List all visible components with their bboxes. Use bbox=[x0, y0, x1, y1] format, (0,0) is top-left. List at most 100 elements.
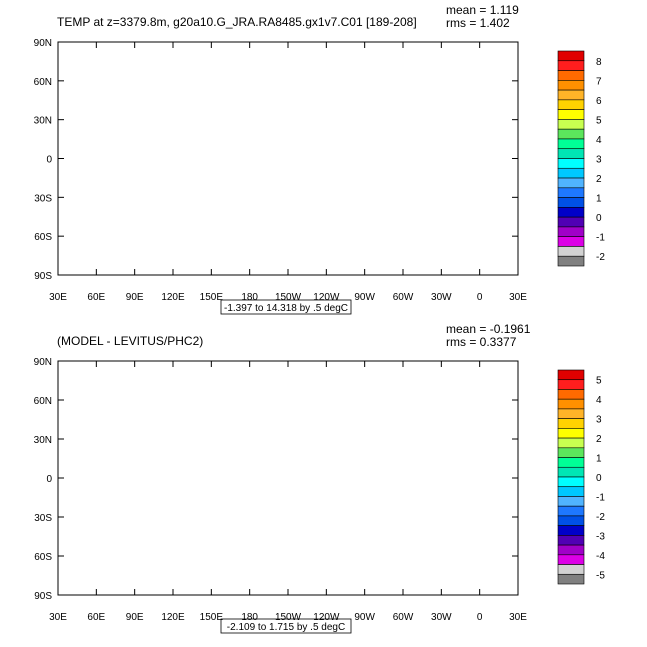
x-tick-label: 90E bbox=[126, 292, 144, 303]
colorbar-label: 2 bbox=[596, 174, 602, 185]
colorbar-swatch bbox=[558, 467, 584, 477]
colorbar-label: 6 bbox=[596, 96, 602, 107]
colorbar-label: 0 bbox=[596, 213, 602, 224]
colorbar-swatch bbox=[558, 399, 584, 409]
colorbar-swatch bbox=[558, 71, 584, 81]
colorbar-swatch bbox=[558, 419, 584, 429]
y-tick-label: 90N bbox=[34, 357, 52, 368]
colorbar-swatch bbox=[558, 207, 584, 217]
colorbar-swatch bbox=[558, 61, 584, 71]
colorbar-swatch bbox=[558, 198, 584, 208]
panel-title: TEMP at z=3379.8m, g20a10.G_JRA.RA8485.g… bbox=[57, 15, 417, 29]
colorbar-label: 5 bbox=[596, 376, 602, 387]
colorbar-label: -5 bbox=[596, 570, 605, 581]
colorbar-swatch bbox=[558, 389, 584, 399]
x-tick-label: 60E bbox=[87, 292, 105, 303]
x-tick-label: 120W bbox=[313, 292, 340, 303]
y-tick-label: 90N bbox=[34, 38, 52, 49]
colorbar-label: 3 bbox=[596, 155, 602, 166]
y-tick-label: 60N bbox=[34, 396, 52, 407]
x-tick-label: 150E bbox=[200, 612, 224, 623]
colorbar-swatch bbox=[558, 227, 584, 237]
colorbar-swatch bbox=[558, 565, 584, 575]
colorbar-label: -1 bbox=[596, 492, 605, 503]
colorbar-swatch bbox=[558, 149, 584, 159]
colorbar-swatch bbox=[558, 487, 584, 497]
colorbar-swatch bbox=[558, 448, 584, 458]
colorbar-swatch bbox=[558, 535, 584, 545]
colorbar-label: 7 bbox=[596, 76, 602, 87]
colorbar-label: 2 bbox=[596, 434, 602, 445]
y-tick-label: 30N bbox=[34, 435, 52, 446]
y-tick-label: 30N bbox=[34, 116, 52, 127]
colorbar-swatch bbox=[558, 80, 584, 90]
colorbar-swatch bbox=[558, 178, 584, 188]
y-tick-label: 90S bbox=[34, 591, 52, 602]
x-tick-label: 30W bbox=[431, 292, 452, 303]
y-tick-label: 30S bbox=[34, 513, 52, 524]
x-tick-label: 120E bbox=[161, 292, 185, 303]
colorbar-swatch bbox=[558, 217, 584, 227]
colorbar-swatch bbox=[558, 526, 584, 536]
colorbar-label: -4 bbox=[596, 551, 605, 562]
x-tick-label: 30W bbox=[431, 612, 452, 623]
colorbar-label: 1 bbox=[596, 194, 602, 205]
colorbar-swatch bbox=[558, 110, 584, 120]
colorbar-label: 8 bbox=[596, 57, 602, 68]
y-tick-label: 60S bbox=[34, 552, 52, 563]
x-tick-label: 60E bbox=[87, 612, 105, 623]
colorbar-swatch bbox=[558, 256, 584, 266]
x-tick-label: 30E bbox=[509, 292, 527, 303]
colorbar-swatch bbox=[558, 51, 584, 61]
colorbar-swatch bbox=[558, 428, 584, 438]
panel-title: (MODEL - LEVITUS/PHC2) bbox=[57, 334, 203, 348]
colorbar-swatch bbox=[558, 370, 584, 380]
contour-range-label: -1.397 to 14.318 by .5 degC bbox=[224, 303, 348, 314]
colorbar-swatch bbox=[558, 555, 584, 565]
colorbar-label: -2 bbox=[596, 512, 605, 523]
colorbar-swatch bbox=[558, 496, 584, 506]
x-tick-label: 30E bbox=[509, 612, 527, 623]
colorbar-swatch bbox=[558, 237, 584, 247]
colorbar-label: -1 bbox=[596, 233, 605, 244]
colorbar-swatch bbox=[558, 90, 584, 100]
colorbar-swatch bbox=[558, 574, 584, 584]
colorbar-label: 4 bbox=[596, 395, 602, 406]
x-tick-label: 120E bbox=[161, 612, 185, 623]
stat-mean: mean = -0.1961 bbox=[446, 322, 531, 336]
stat-rms: rms = 1.402 bbox=[446, 16, 510, 30]
colorbar-label: 3 bbox=[596, 415, 602, 426]
colorbar-label: -2 bbox=[596, 252, 605, 263]
panel-top: TEMP at z=3379.8m, g20a10.G_JRA.RA8485.g… bbox=[34, 3, 606, 314]
contour-range-label: -2.109 to 1.715 by .5 degC bbox=[227, 622, 345, 633]
colorbar-label: 1 bbox=[596, 454, 602, 465]
colorbar-label: 0 bbox=[596, 473, 602, 484]
y-tick-label: 90S bbox=[34, 271, 52, 282]
colorbar-label: 4 bbox=[596, 135, 602, 146]
colorbar-swatch bbox=[558, 380, 584, 390]
stat-mean: mean = 1.119 bbox=[446, 3, 519, 17]
x-tick-label: 60W bbox=[393, 612, 414, 623]
colorbar-swatch bbox=[558, 458, 584, 468]
colorbar-swatch bbox=[558, 545, 584, 555]
colorbar-swatch bbox=[558, 159, 584, 169]
panel-bottom: (MODEL - LEVITUS/PHC2) mean = -0.1961rms … bbox=[34, 322, 606, 633]
x-tick-label: 150W bbox=[275, 292, 302, 303]
colorbar-swatch bbox=[558, 506, 584, 516]
colorbar-swatch bbox=[558, 168, 584, 178]
y-tick-label: 0 bbox=[46, 474, 52, 485]
y-tick-label: 30S bbox=[34, 193, 52, 204]
y-tick-label: 60S bbox=[34, 232, 52, 243]
figure: TEMP at z=3379.8m, g20a10.G_JRA.RA8485.g… bbox=[0, 0, 647, 647]
colorbar-swatch bbox=[558, 139, 584, 149]
x-tick-label: 60W bbox=[393, 292, 414, 303]
x-tick-label: 30E bbox=[49, 612, 67, 623]
colorbar-swatch bbox=[558, 100, 584, 110]
colorbar-swatch bbox=[558, 188, 584, 198]
x-tick-label: 90W bbox=[354, 612, 375, 623]
colorbar-swatch bbox=[558, 129, 584, 139]
x-tick-label: 180 bbox=[241, 292, 258, 303]
x-tick-label: 90W bbox=[354, 292, 375, 303]
colorbar-swatch bbox=[558, 477, 584, 487]
x-tick-label: 30E bbox=[49, 292, 67, 303]
